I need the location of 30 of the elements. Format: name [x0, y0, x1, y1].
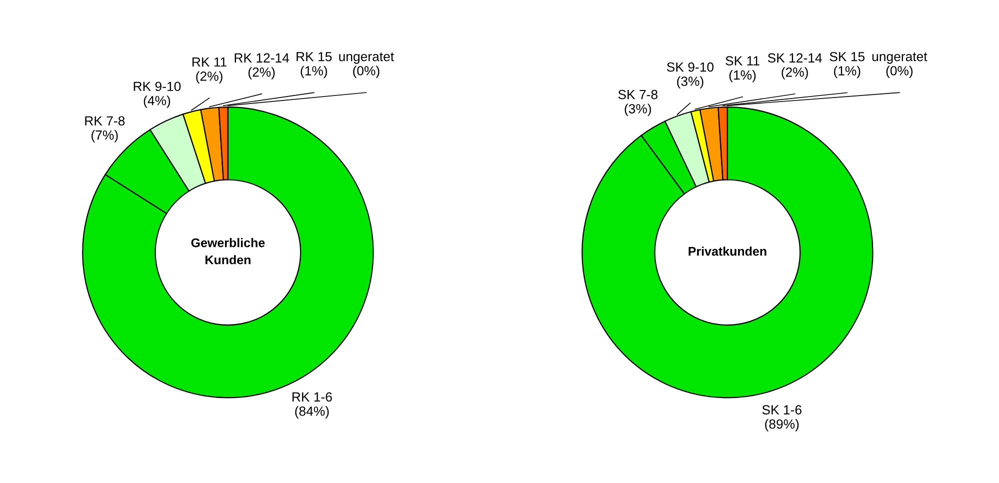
- data-label: (3%): [677, 76, 704, 89]
- data-label: (1%): [834, 66, 860, 78]
- slice-label: SK 1-6: [762, 405, 802, 414]
- slice-label: SK 9-10: [666, 62, 714, 72]
- category-label: ungeratet: [872, 52, 928, 64]
- slice-label: SK 11: [726, 56, 760, 66]
- slice-label: RK 11: [192, 57, 226, 67]
- slice-label: RK 7-8: [85, 116, 125, 126]
- data-label: (2%): [196, 71, 222, 84]
- slice-label: SK 12-14: [768, 53, 822, 63]
- data-label: (1%): [729, 70, 756, 82]
- slice-label: SK 15: [830, 52, 865, 62]
- slice-label: RK 9-10: [134, 82, 181, 92]
- data-label: (7%): [92, 130, 118, 142]
- slice-label: RK 1-6: [292, 392, 332, 402]
- category-label: ungeratet: [339, 52, 394, 64]
- text: (0%): [353, 66, 380, 78]
- data-label: (2%): [248, 67, 275, 80]
- slice-label: SK 7-8: [618, 90, 658, 100]
- data-label: (84%): [295, 406, 329, 418]
- text: Gewerbliche Kunden: [191, 238, 265, 264]
- text: (0%): [886, 66, 913, 78]
- slice-label: RK 15: [296, 52, 332, 62]
- slice-label: RK 12-14: [234, 53, 290, 62]
- data-label: (4%): [144, 96, 170, 108]
- data-label: (89%): [765, 419, 799, 432]
- text: Privatkunden: [688, 246, 766, 256]
- data-label: (2%): [782, 67, 808, 80]
- data-label: (1%): [300, 66, 328, 78]
- data-label: (3%): [624, 104, 651, 116]
